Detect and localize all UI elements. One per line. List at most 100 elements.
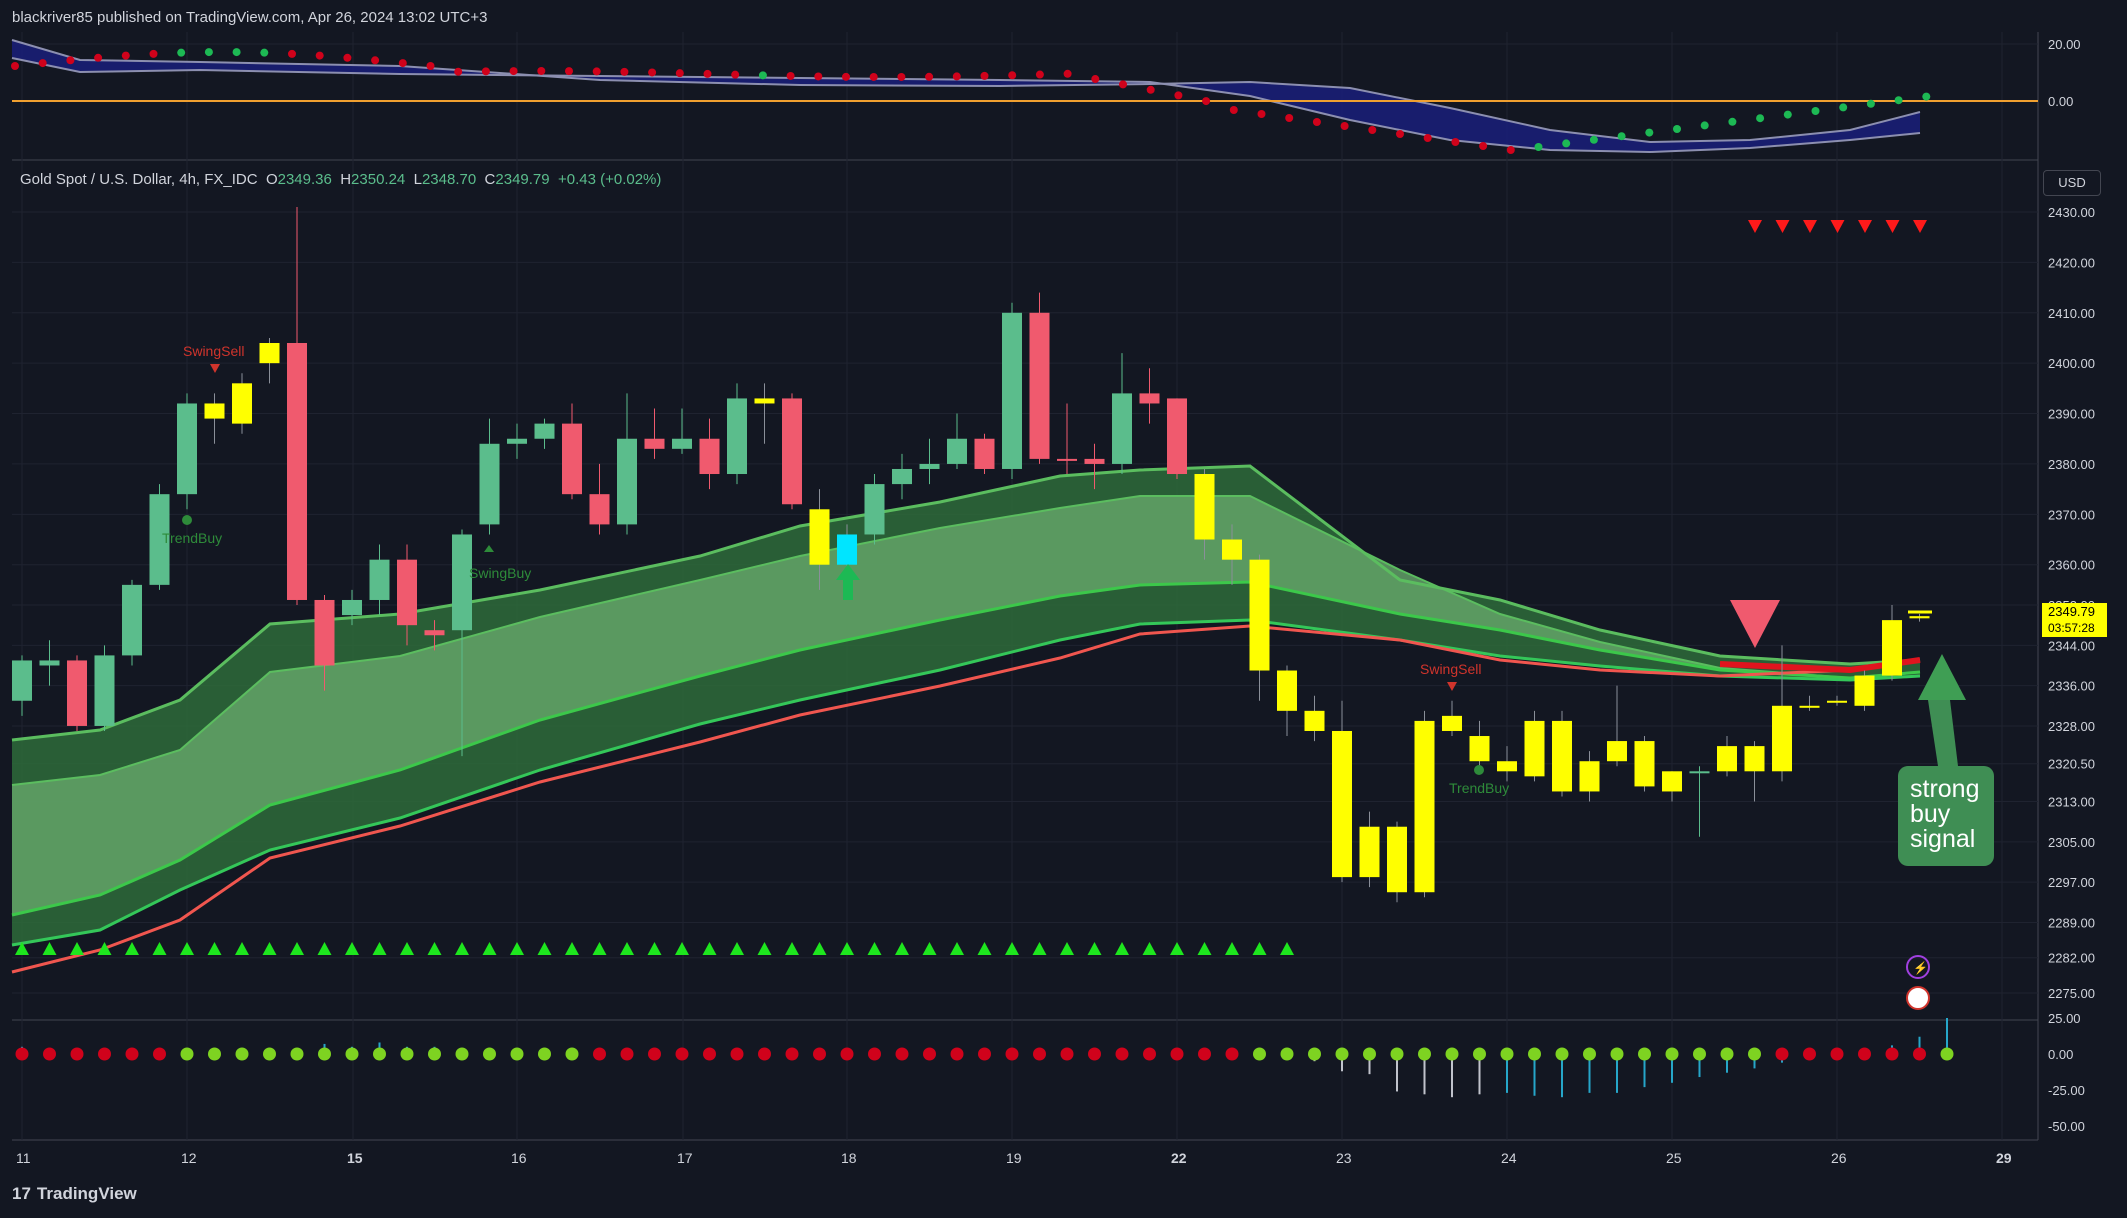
candle-body	[919, 463, 940, 469]
green-up-triangle-icon	[427, 942, 442, 955]
ma-line-mid	[11, 495, 1921, 786]
close-value: 2349.79	[495, 171, 550, 188]
histogram-dot	[208, 1047, 221, 1061]
symbol-name: Gold Spot / U.S. Dollar, 4h, FX_IDC	[20, 171, 258, 188]
oscillator-dot	[1119, 80, 1127, 89]
oscillator-dot	[94, 53, 103, 62]
histogram-dot	[538, 1047, 551, 1061]
histogram-dot	[565, 1047, 579, 1061]
oscillator-dot	[620, 67, 629, 76]
x-tick-label: 16	[511, 1150, 527, 1166]
callout-pointer	[1928, 700, 1958, 766]
histogram-dot	[978, 1047, 991, 1061]
green-up-triangle-icon	[42, 942, 57, 955]
candle-body	[1469, 736, 1490, 762]
callout-line-1: strong	[1910, 775, 1980, 803]
y-tick-label: 2344.00	[2048, 638, 2095, 653]
x-tick-label: 17	[677, 1150, 693, 1166]
histogram-dot	[675, 1047, 689, 1061]
oscillator-dot	[1562, 139, 1571, 148]
symbol-legend[interactable]: Gold Spot / U.S. Dollar, 4h, FX_IDC O234…	[20, 171, 661, 188]
green-up-triangle-icon	[647, 942, 662, 955]
histogram-dot	[813, 1047, 826, 1061]
candle-body	[1139, 393, 1160, 404]
oscillator-dot	[509, 67, 518, 76]
candle-body	[699, 438, 720, 475]
tradingview-brand[interactable]: 17 TradingView	[12, 1184, 137, 1204]
y-tick-label: 2289.00	[2048, 915, 2095, 930]
green-up-triangle-icon	[372, 942, 387, 955]
high-label: H	[340, 171, 352, 188]
buy-signal-triangle-icon	[1918, 654, 1966, 700]
red-down-triangle-icon	[1748, 220, 1762, 233]
oscillator-dot	[1756, 114, 1765, 123]
high-value: 2350.24	[351, 171, 406, 188]
green-up-triangle-icon	[895, 942, 909, 955]
histogram-dot	[263, 1047, 276, 1061]
candle-body	[644, 438, 665, 449]
green-up-triangle-icon	[537, 942, 552, 955]
candle-body	[314, 599, 335, 666]
oscillator-dot	[1396, 130, 1404, 138]
histogram-dot	[1418, 1047, 1431, 1061]
histogram-dot	[840, 1047, 854, 1061]
signal-label: SwingSell	[183, 343, 244, 359]
oscillator-dot	[980, 71, 989, 80]
x-tick-label: 19	[1006, 1150, 1022, 1166]
candle-body	[1002, 312, 1022, 469]
oscillator-dot	[1146, 85, 1155, 94]
green-up-triangle-icon	[730, 942, 744, 955]
publish-info: blackriver85 published on TradingView.co…	[12, 9, 488, 26]
candle-body	[342, 599, 362, 616]
histogram-dot	[70, 1047, 84, 1061]
oscillator-dot	[1451, 138, 1460, 146]
green-up-triangle-icon	[620, 942, 634, 955]
oscillator-dot	[537, 67, 546, 76]
candle-body	[259, 343, 280, 364]
histogram-dot	[1885, 1047, 1899, 1061]
candle-body	[754, 398, 775, 404]
currency-button[interactable]: USD	[2043, 170, 2101, 196]
candle-body	[1084, 458, 1105, 464]
histogram-dot	[1170, 1047, 1184, 1061]
oscillator-dot	[842, 72, 850, 81]
oscillator-dot	[675, 69, 684, 78]
green-up-triangle-icon	[317, 942, 332, 955]
candle-body	[1909, 616, 1930, 619]
ma-line-low2	[11, 618, 1921, 947]
green-up-triangle-icon	[1087, 942, 1102, 955]
oscillator-dot	[1589, 135, 1598, 144]
histogram-dot	[1858, 1047, 1871, 1061]
candle-body	[1497, 761, 1517, 772]
green-up-triangle-icon	[290, 942, 304, 955]
candle-body	[617, 438, 637, 525]
candle-body	[1552, 720, 1572, 792]
histogram-dot	[1143, 1047, 1156, 1061]
candle-body	[122, 584, 142, 656]
candle-body	[1222, 539, 1242, 560]
green-up-triangle-icon	[152, 942, 167, 955]
tradingview-logo-icon: 17	[12, 1184, 31, 1203]
y-tick-label: 2410.00	[2048, 306, 2095, 321]
green-up-triangle-icon	[675, 942, 689, 955]
x-tick-label: 12	[181, 1150, 197, 1166]
green-up-triangle-icon	[950, 942, 964, 955]
candle-body	[1414, 720, 1435, 893]
strong-buy-callout: strong buy signal	[1898, 766, 1994, 866]
candle-body	[864, 484, 885, 535]
histogram-dot	[1693, 1047, 1706, 1061]
candle-body	[974, 438, 995, 469]
oscillator-dot	[260, 48, 269, 57]
candle-body	[232, 383, 252, 424]
green-up-triangle-icon	[977, 942, 992, 955]
oscillator-dot	[1202, 97, 1211, 106]
price-tag-countdown: 03:57:28	[2048, 621, 2095, 635]
green-up-triangle-icon	[97, 942, 112, 955]
oscillator-dot	[204, 48, 213, 57]
histogram-dot	[730, 1047, 744, 1061]
buy-arrow-icon	[836, 564, 860, 600]
green-up-triangle-icon	[482, 942, 497, 955]
oscillator-dot	[343, 53, 352, 62]
candle-body	[204, 403, 225, 419]
